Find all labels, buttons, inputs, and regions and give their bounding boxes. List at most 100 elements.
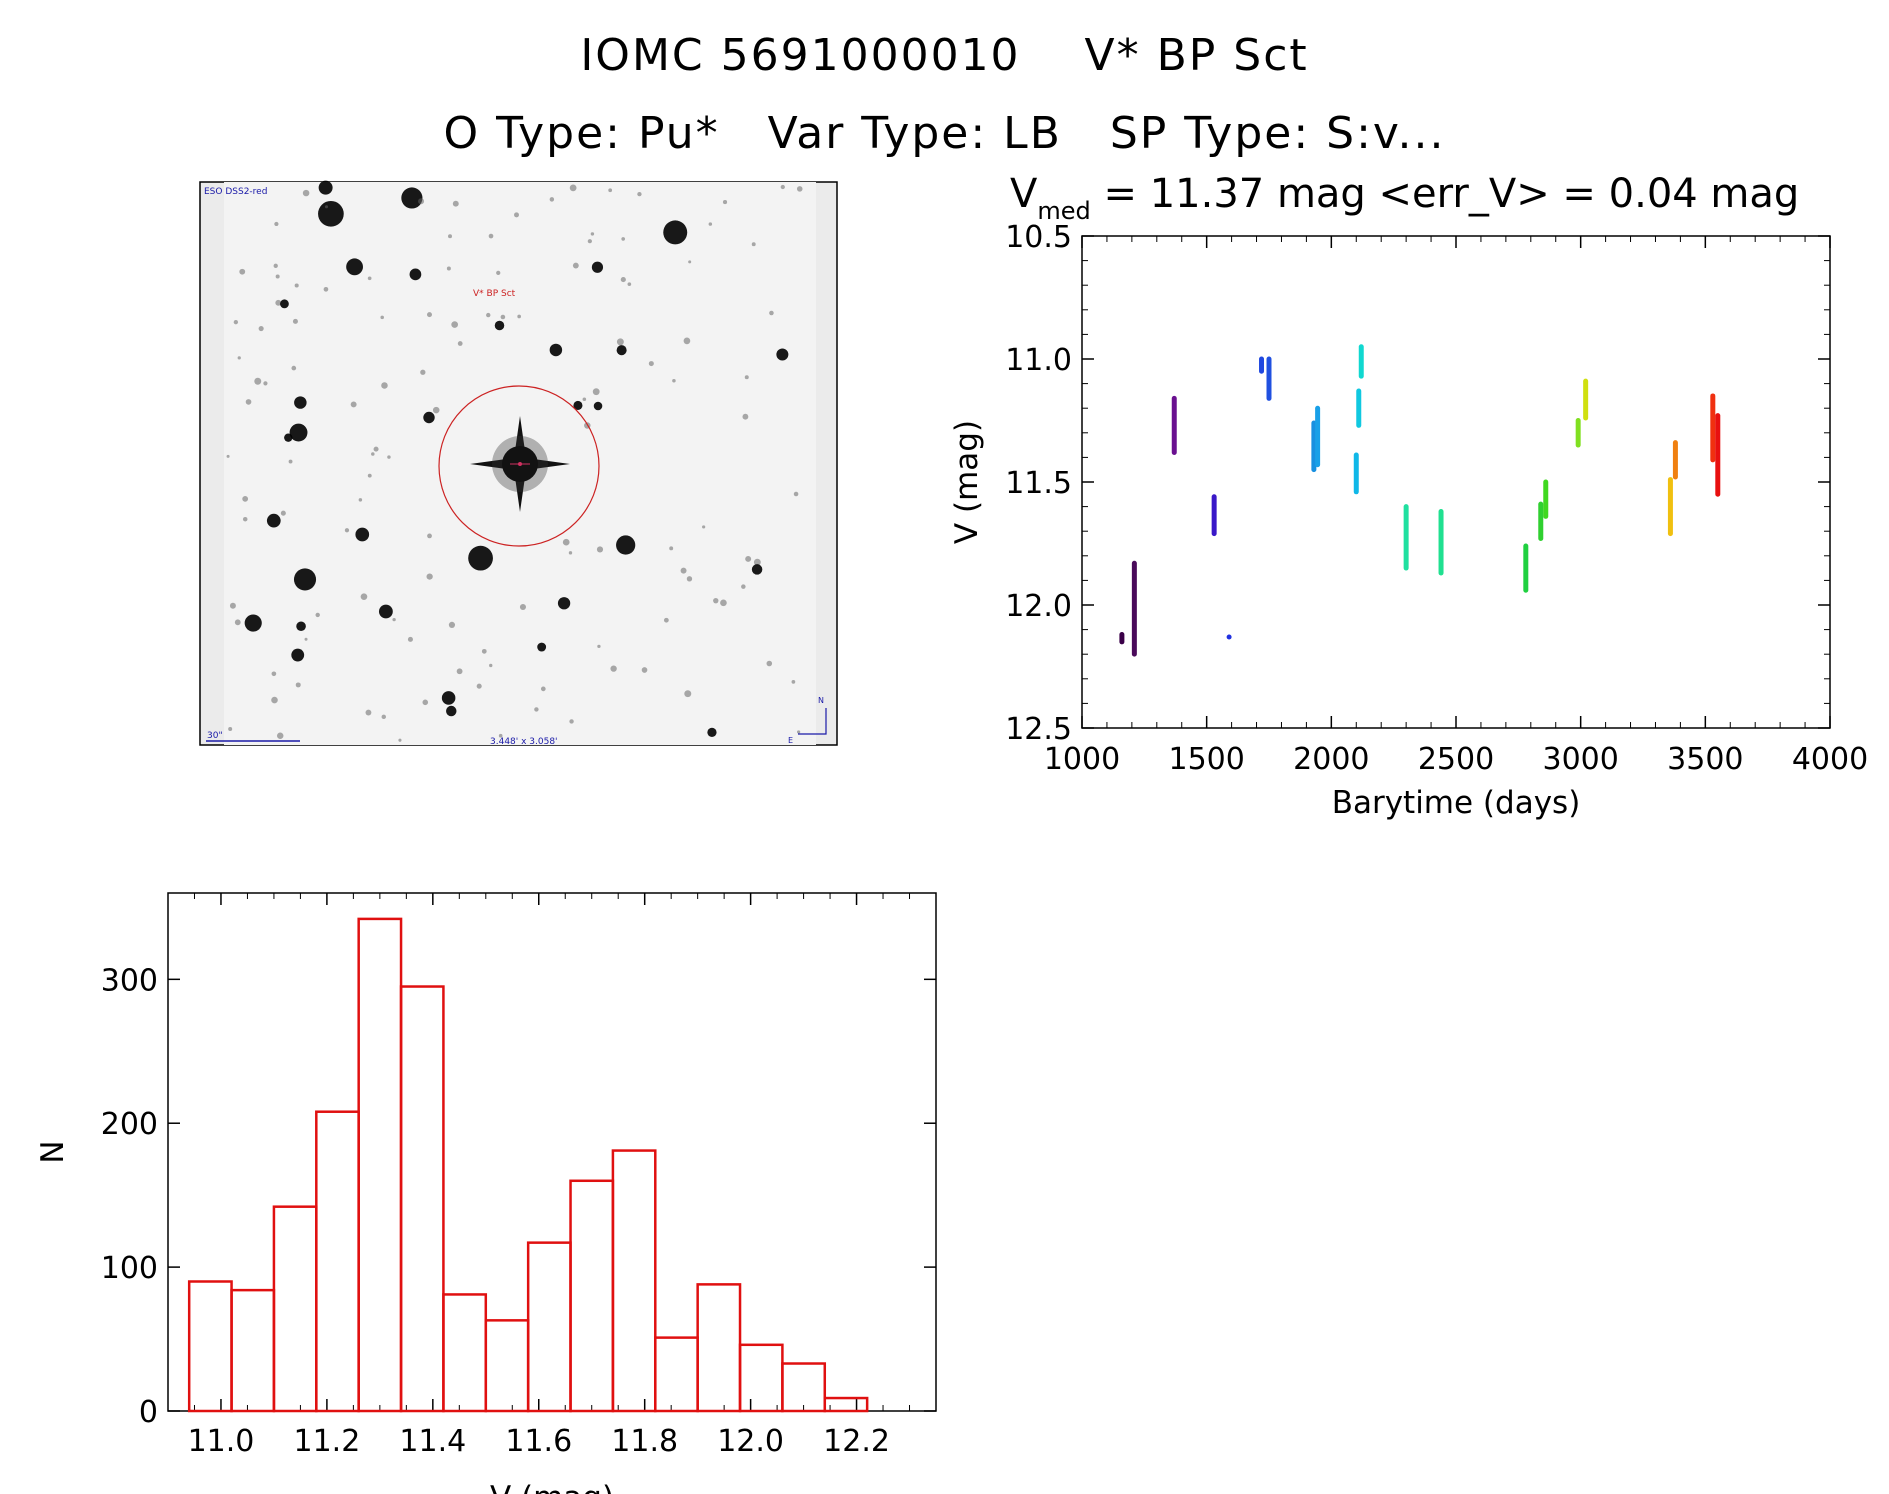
- field-star: [432, 406, 440, 414]
- lc-point-group-6: [1266, 356, 1272, 401]
- field-star: [360, 593, 368, 600]
- field-star: [409, 268, 422, 281]
- field-star: [621, 237, 626, 241]
- hist-bar-9: [569, 1179, 615, 1413]
- field-star: [304, 637, 308, 641]
- field-star: [572, 262, 579, 269]
- field-star: [753, 558, 761, 566]
- hist-xlabel: V (mag): [490, 1480, 614, 1494]
- hist-ticks: 11.0 11.2 11.4 11.6 11.8 12.0 12.2 0 100 200 300: [101, 893, 937, 1459]
- field-star: [769, 310, 774, 316]
- field-star: [422, 699, 429, 706]
- field-star: [476, 683, 482, 689]
- field-star: [452, 200, 459, 207]
- lc-point-group-4: [1226, 634, 1232, 640]
- field-star: [284, 433, 293, 442]
- field-star: [380, 315, 384, 320]
- field-star: [456, 668, 463, 675]
- field-star: [276, 732, 284, 740]
- hist-ytick-label: 300: [101, 963, 158, 998]
- field-star: [793, 491, 799, 497]
- lc-ytick-label: 11.5: [1005, 466, 1072, 501]
- field-star: [672, 379, 676, 383]
- field-star: [373, 446, 379, 452]
- field-star: [420, 369, 426, 375]
- hist-ylabel: N: [35, 1140, 71, 1163]
- field-star: [608, 188, 613, 193]
- field-star: [346, 258, 363, 276]
- field-star: [295, 682, 301, 688]
- lc-ticks: 1000 1500 2000 2500 3000 3500 4000 10.5 11.0 11.5…: [1005, 220, 1868, 777]
- field-star: [294, 396, 307, 409]
- figure-subtitle: O Type: Pu* Var Type: LB SP Type: S:v...: [443, 108, 1446, 159]
- hist-bars: [187, 917, 869, 1413]
- field-star: [381, 382, 388, 389]
- lc-point-group-21: [1710, 393, 1716, 463]
- field-star: [500, 314, 506, 320]
- lc-point-group-1: [1131, 560, 1137, 657]
- field-star: [448, 234, 452, 239]
- field-star: [573, 400, 583, 410]
- lc-point-group-19: [1667, 477, 1673, 537]
- hist-bar-12: [696, 1283, 742, 1413]
- lc-point-group-9: [1353, 452, 1359, 495]
- lc-ytick-label: 10.5: [1005, 220, 1072, 255]
- hist-bar-13: [738, 1343, 784, 1413]
- field-star: [776, 348, 789, 361]
- hist-bar-1: [230, 1288, 276, 1413]
- field-star: [446, 705, 457, 717]
- field-star: [378, 604, 393, 619]
- field-star: [234, 619, 241, 626]
- field-star: [708, 222, 713, 226]
- field-star: [498, 733, 503, 738]
- field-star: [392, 617, 396, 622]
- field-star: [669, 546, 674, 551]
- field-star: [796, 730, 801, 734]
- lc-xtick-label: 3500: [1667, 742, 1743, 777]
- finder-stars: [226, 180, 803, 742]
- field-star: [242, 495, 249, 502]
- field-star: [537, 642, 547, 652]
- field-star: [593, 401, 603, 411]
- field-star: [549, 197, 555, 202]
- lc-point-group-11: [1358, 344, 1364, 379]
- lc-point-group-14: [1523, 543, 1529, 593]
- lc-point-group-8: [1315, 405, 1321, 468]
- lc-point-group-12: [1403, 504, 1409, 571]
- field-star: [245, 399, 252, 405]
- field-star: [273, 263, 278, 268]
- lc-point-group-16: [1543, 479, 1549, 519]
- field-star: [796, 186, 803, 192]
- field-star: [344, 528, 350, 533]
- hist-bar-2: [272, 1205, 318, 1413]
- field-star: [266, 513, 281, 528]
- field-star: [496, 270, 501, 276]
- lc-point-group-17: [1575, 418, 1581, 448]
- hist-ytick-label: 0: [139, 1395, 158, 1430]
- field-star: [481, 648, 487, 654]
- field-star: [627, 282, 632, 286]
- field-star: [534, 707, 539, 712]
- field-star: [318, 200, 344, 227]
- east-label: E: [788, 736, 793, 745]
- field-star: [468, 545, 493, 571]
- field-star: [294, 283, 299, 288]
- field-star: [663, 617, 669, 623]
- lc-point-group-18: [1583, 378, 1589, 421]
- field-star: [427, 533, 432, 539]
- light-curve-chart: Vmed = 11.37 mag <err_V> = 0.04 mag 1000…: [949, 171, 1868, 821]
- field-star: [355, 527, 370, 542]
- field-star: [291, 648, 305, 662]
- hist-ytick-label: 100: [101, 1251, 158, 1286]
- field-star: [592, 388, 600, 396]
- field-star: [489, 663, 493, 668]
- field-star: [780, 184, 785, 190]
- field-star: [239, 268, 246, 275]
- hist-bar-8: [526, 1241, 572, 1413]
- lc-ytick-label: 12.0: [1005, 589, 1072, 624]
- field-star: [233, 320, 239, 325]
- target-star: [470, 416, 570, 512]
- field-star: [745, 555, 752, 562]
- hist-ytick-label: 200: [101, 1107, 158, 1142]
- hist-xtick-label: 11.4: [399, 1424, 466, 1459]
